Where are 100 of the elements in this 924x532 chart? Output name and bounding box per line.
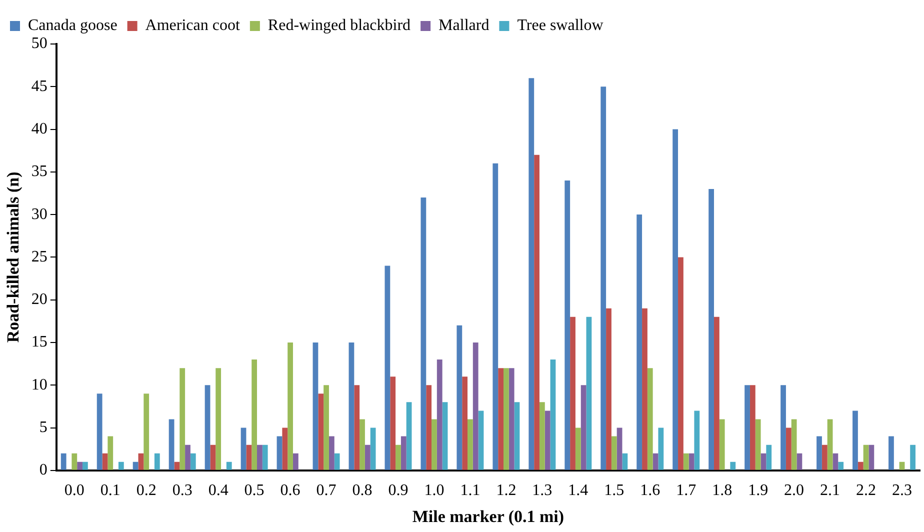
- y-tick-label: 45: [31, 78, 48, 95]
- x-tick-label: 2.0: [784, 482, 804, 500]
- bar: [190, 453, 196, 470]
- bar: [786, 428, 792, 470]
- y-tick-label: 50: [31, 35, 48, 52]
- bar: [354, 385, 360, 470]
- x-tick-label: 1.4: [568, 482, 588, 500]
- bar: [246, 444, 252, 470]
- bar: [544, 410, 550, 470]
- x-tick-label: 0.9: [388, 482, 408, 500]
- y-tick-label: 0: [39, 462, 48, 479]
- legend-label: Canada goose: [28, 17, 118, 34]
- bar: [420, 198, 426, 470]
- bar: [60, 453, 66, 470]
- x-axis-title: Mile marker (0.1 mi): [412, 507, 564, 526]
- legend-label: Red-winged blackbird: [268, 17, 411, 34]
- bar: [426, 385, 432, 470]
- bar: [863, 444, 869, 470]
- x-tick-label: 1.1: [460, 482, 480, 500]
- bar: [528, 78, 534, 470]
- bar: [730, 462, 736, 470]
- bar: [82, 462, 88, 470]
- bar: [838, 462, 844, 470]
- bar: [888, 436, 894, 470]
- bar: [636, 214, 642, 470]
- bar: [396, 444, 401, 470]
- bar: [390, 376, 396, 470]
- x-tick-label: 0.0: [64, 482, 84, 500]
- bar: [288, 342, 293, 470]
- legend-label: Mallard: [438, 17, 490, 34]
- bar: [580, 385, 586, 470]
- bar: [257, 444, 262, 470]
- bar: [400, 436, 406, 470]
- bar: [312, 342, 318, 470]
- bar: [760, 453, 766, 470]
- bar: [868, 444, 874, 470]
- bar: [586, 316, 592, 470]
- bar: [478, 410, 484, 470]
- bar: [364, 444, 370, 470]
- bar: [370, 428, 376, 470]
- bar: [240, 428, 246, 470]
- bar: [348, 342, 354, 470]
- bar: [694, 410, 700, 470]
- bar: [683, 453, 689, 470]
- y-tick-label: 5: [39, 418, 48, 436]
- bar: [102, 453, 108, 470]
- x-tick-label: 1.2: [496, 482, 516, 500]
- bar: [622, 453, 628, 470]
- bar: [606, 308, 612, 470]
- bar: [744, 385, 750, 470]
- x-tick-label: 2.1: [820, 482, 840, 500]
- bar: [766, 444, 772, 470]
- bar: [750, 385, 756, 470]
- bar: [539, 402, 545, 470]
- bar: [672, 129, 678, 470]
- bar: [678, 257, 684, 470]
- bar: [132, 462, 138, 470]
- x-tick-label: 1.7: [676, 482, 696, 500]
- bar: [652, 453, 658, 470]
- bar: [822, 444, 828, 470]
- bar: [154, 453, 160, 470]
- bar: [334, 453, 340, 470]
- bar: [432, 419, 437, 470]
- bar: [816, 436, 822, 470]
- x-tick-label: 1.6: [640, 482, 660, 500]
- bar: [852, 410, 858, 470]
- bar: [442, 402, 448, 470]
- bar: [144, 394, 150, 470]
- bar: [138, 453, 144, 470]
- y-tick-label: 15: [31, 334, 48, 351]
- bar: [570, 316, 576, 470]
- bar: [324, 385, 329, 470]
- bar: [514, 402, 520, 470]
- bar: [174, 462, 180, 470]
- bar: [456, 325, 462, 470]
- y-tick-label: 25: [31, 248, 48, 266]
- bar: [168, 419, 174, 470]
- y-tick-label: 30: [31, 206, 48, 223]
- bar: [204, 385, 210, 470]
- bar: [185, 444, 190, 470]
- bar: [508, 368, 514, 470]
- x-tick-label: 1.8: [712, 482, 732, 500]
- bar: [708, 188, 714, 470]
- bar: [96, 394, 102, 470]
- x-tick-label: 1.9: [748, 482, 768, 500]
- y-axis-title: Road-killed animals (n): [4, 172, 23, 343]
- bar: [282, 428, 288, 470]
- bar: [688, 453, 694, 470]
- bar: [755, 419, 761, 470]
- bar: [910, 444, 916, 470]
- x-tick-label: 0.2: [136, 482, 156, 500]
- bar: [832, 453, 838, 470]
- bar: [611, 436, 617, 470]
- bar: [72, 453, 78, 470]
- y-tick-label: 20: [31, 291, 48, 308]
- bar: [827, 419, 833, 470]
- bar: [647, 368, 653, 470]
- bar: [318, 394, 324, 470]
- bar: [462, 376, 468, 470]
- bar: [180, 368, 186, 470]
